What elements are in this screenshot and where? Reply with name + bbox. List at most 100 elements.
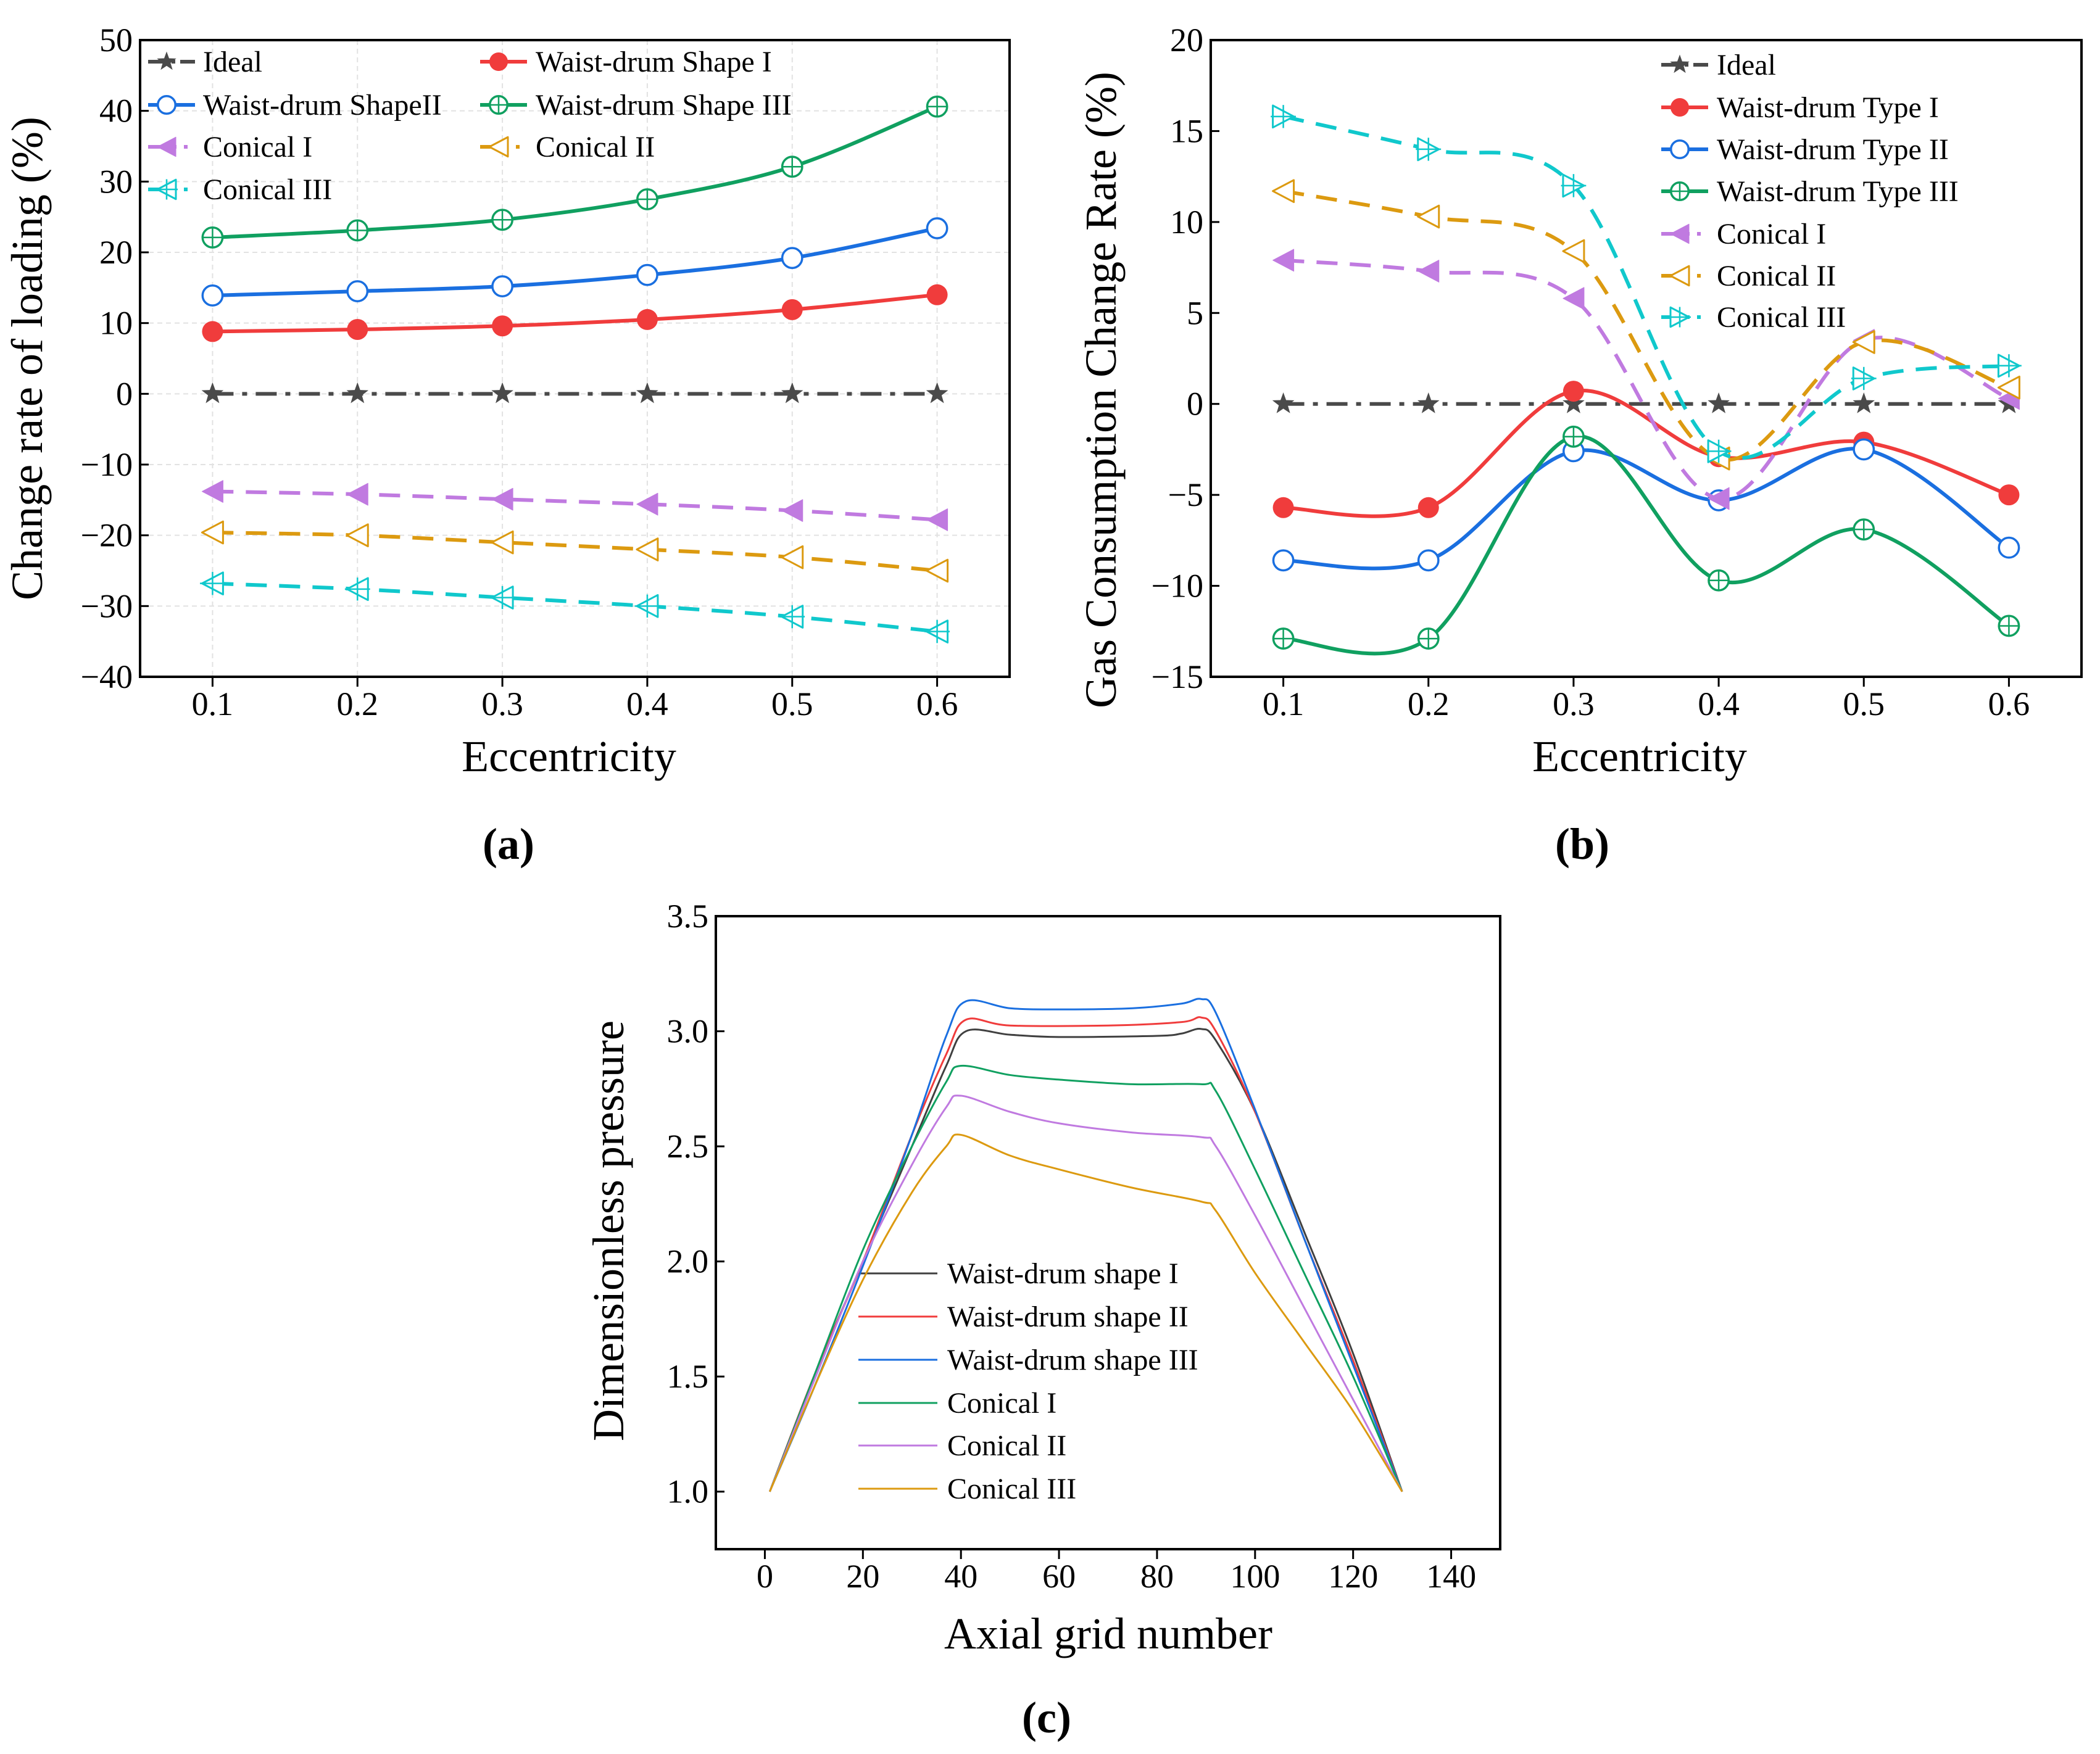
x-axis-label: Eccentricity: [462, 732, 676, 781]
series-conical-ii: [768, 1094, 1403, 1492]
circle-plus-marker: [1272, 627, 1295, 650]
series-waist-drum-shape-i: [202, 284, 948, 342]
star-marker: [781, 382, 803, 403]
star-marker: [1708, 392, 1730, 413]
series-line: [1283, 434, 2011, 656]
series-conical-i: [201, 480, 948, 531]
series-line: [768, 1016, 1403, 1492]
series-line: [212, 105, 938, 239]
circle-filled-marker: [1563, 381, 1584, 402]
series-conical-iii: [200, 571, 950, 643]
tri-left-plus-marker: [634, 594, 660, 618]
y-tick-label: 20: [99, 234, 133, 271]
legend-item: Ideal: [1661, 49, 1776, 81]
star-marker: [1417, 392, 1440, 413]
x-tick-label: 0.2: [337, 685, 379, 722]
y-tick-label: 50: [99, 22, 133, 59]
series-waist-drum-shape-iii: [201, 95, 948, 249]
circle-open-marker: [157, 95, 176, 115]
y-tick-label: 10: [99, 305, 133, 342]
x-tick-label: 140: [1426, 1558, 1476, 1595]
legend-item: Conical II: [1661, 260, 1836, 292]
legend-label: Waist-drum Type I: [1717, 91, 1939, 124]
legend-item: Conical III: [148, 173, 332, 206]
series-waist-drum-shapeii: [201, 217, 948, 307]
circle-filled-marker: [492, 315, 513, 337]
x-tick-label: 40: [944, 1558, 977, 1595]
tri-left-open-marker: [636, 537, 659, 561]
x-tick-label: 0.5: [1843, 685, 1885, 722]
tri-left-filled-marker: [201, 480, 223, 503]
star-marker: [1272, 392, 1295, 413]
series-waist-drum-type-ii: [1272, 438, 2020, 572]
y-tick-label: −10: [81, 446, 133, 483]
tri-left-open-marker: [926, 558, 949, 583]
circle-plus-marker: [346, 219, 369, 242]
x-axis-label: Eccentricity: [1532, 732, 1747, 781]
legend-label: Waist-drum Shape III: [536, 89, 792, 122]
circle-open-marker: [926, 217, 948, 239]
x-axis-label: Axial grid number: [944, 1609, 1272, 1658]
chart-a: −40 −30 −20 −10 0 10 20 30 40 50 0.1 0.2 0.3 0.4 0.5 0.…: [2, 22, 1011, 869]
circle-open-marker: [491, 275, 513, 297]
circle-plus-marker: [1708, 569, 1730, 592]
series-line: [212, 531, 937, 573]
legend-label: Conical I: [1717, 218, 1826, 250]
tri-left-filled-marker: [926, 508, 948, 531]
x-tick-label: 0.6: [916, 685, 958, 722]
tri-left-open-marker: [1562, 239, 1585, 263]
tri-left-filled-marker: [1272, 249, 1295, 272]
series-waist-drum-shape-ii: [768, 1016, 1403, 1492]
y-axis-label: Dimensionless pressure: [584, 1020, 633, 1441]
circle-filled-marker: [1998, 484, 2020, 506]
series-conical-ii: [201, 520, 949, 583]
legend-item: Waist-drum shape I: [858, 1257, 1179, 1290]
legend-label: Waist-drum shape III: [947, 1344, 1198, 1376]
circle-open-marker: [346, 280, 369, 302]
tri-left-filled-marker: [1670, 223, 1690, 244]
legend-label: Conical III: [203, 173, 332, 206]
x-tick-label: 0.3: [481, 685, 523, 722]
plot-frame: [1210, 39, 2083, 678]
legend-item: Waist-drum shape III: [858, 1344, 1198, 1376]
y-tick-label: −10: [1152, 568, 1203, 605]
circle-open-marker: [1670, 139, 1690, 159]
y-tick-label: 2.0: [667, 1243, 709, 1280]
legend-label: Conical II: [536, 131, 655, 163]
star-marker: [926, 382, 948, 403]
legend-item: Conical I: [148, 131, 312, 163]
x-tick-label: 0.5: [771, 685, 813, 722]
circle-filled-marker: [1417, 497, 1439, 518]
series-conical-iii: [768, 1133, 1403, 1492]
tri-left-filled-marker: [636, 492, 658, 516]
tri-left-filled-marker: [781, 499, 803, 522]
tri-left-open-marker: [201, 520, 224, 545]
legend-label: Waist-drum Shape I: [536, 46, 772, 78]
series-line: [212, 489, 937, 522]
star-marker: [491, 382, 513, 403]
tri-right-plus-marker: [1996, 354, 2022, 378]
tri-right-plus-marker: [1669, 306, 1691, 328]
tri-right-plus-marker: [1416, 137, 1442, 162]
legend-label: Waist-drum Type II: [1717, 133, 1949, 166]
circle-open-marker: [1272, 549, 1295, 572]
legend-label: Waist-drum Type III: [1717, 175, 1959, 208]
y-tick-label: 1.0: [667, 1473, 709, 1510]
legend-item: Conical III: [858, 1473, 1076, 1505]
x-tick-label: 80: [1140, 1558, 1174, 1595]
x-tick-label: 0.1: [192, 685, 234, 722]
y-tick-label: −40: [81, 658, 133, 695]
tri-left-open-marker: [491, 530, 514, 555]
series-conical-iii: [1271, 104, 2022, 463]
legend-label: Ideal: [1717, 49, 1776, 81]
circle-open-marker: [1853, 438, 1875, 461]
legend-label: Waist-drum shape II: [947, 1301, 1189, 1333]
legend-label: Waist-drum ShapeII: [203, 89, 442, 122]
legend-label: Conical III: [1717, 301, 1846, 334]
legend-item: Conical III: [1661, 301, 1846, 334]
x-tick-label: 0.4: [626, 685, 668, 722]
circle-plus-marker: [491, 209, 513, 231]
y-tick-label: 3.0: [667, 1013, 709, 1050]
series-line: [768, 1133, 1403, 1492]
